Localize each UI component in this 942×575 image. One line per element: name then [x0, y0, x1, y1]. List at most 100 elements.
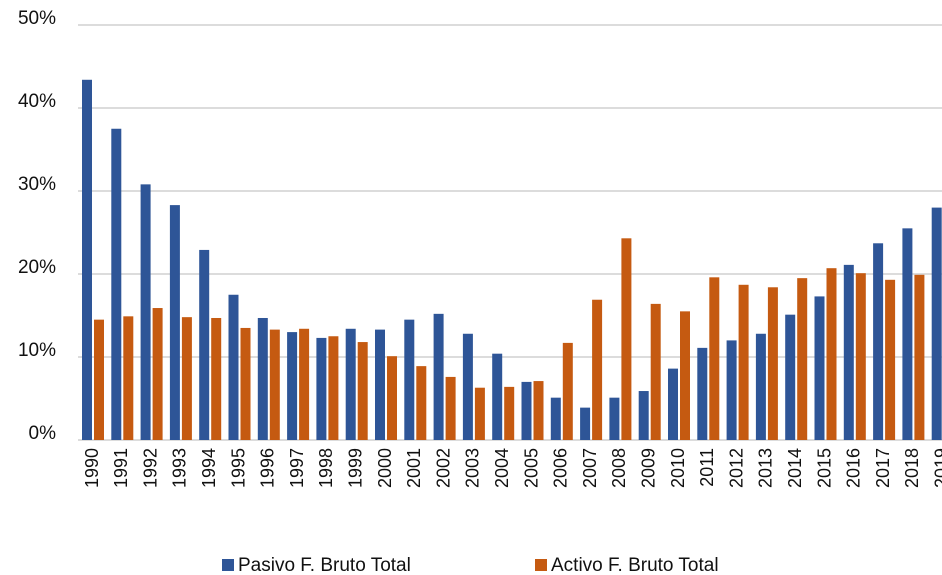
x-tick-label: 2018 [902, 448, 922, 488]
x-tick-label: 2010 [668, 448, 688, 488]
bar [521, 381, 532, 440]
bar [767, 287, 778, 440]
x-tick-label: 2004 [492, 448, 512, 488]
bar [931, 207, 942, 440]
x-tick-label: 1998 [316, 448, 336, 488]
bar [181, 317, 192, 440]
y-tick-label: 20% [18, 257, 56, 278]
x-tick-label: 1994 [199, 448, 219, 488]
x-tick-label: 1997 [287, 448, 307, 488]
bar [504, 386, 515, 440]
x-tick-label: 1991 [111, 448, 131, 488]
bar [240, 327, 251, 440]
y-tick-label: 30% [18, 174, 56, 195]
bar [345, 328, 356, 440]
bar [826, 268, 837, 440]
x-tick-label: 1999 [345, 448, 365, 488]
y-tick-label: 40% [18, 91, 56, 112]
bar [885, 279, 896, 440]
bar [550, 397, 561, 440]
bar [169, 205, 180, 440]
bar [287, 332, 298, 440]
legend-swatch [222, 559, 234, 571]
bar [755, 333, 766, 440]
x-tick-label: 2002 [433, 448, 453, 488]
bar [404, 319, 415, 440]
bar [697, 347, 708, 440]
bar [82, 79, 92, 440]
bar [726, 340, 737, 440]
bar [228, 294, 239, 440]
bar [709, 277, 720, 440]
x-tick-label: 2007 [580, 448, 600, 488]
bar [387, 356, 397, 440]
bar [668, 368, 678, 440]
bar [738, 284, 749, 440]
y-tick-label: 50% [18, 8, 56, 29]
bar [462, 333, 473, 440]
x-tick-label: 2014 [785, 448, 805, 488]
x-tick-label: 2008 [609, 448, 629, 488]
bar [269, 329, 280, 440]
x-tick-label: 2009 [638, 448, 658, 488]
bar [843, 264, 854, 440]
bar [621, 238, 632, 440]
bar [152, 308, 163, 440]
bar [433, 313, 444, 440]
x-tick-label: 1992 [140, 448, 160, 488]
bar [785, 314, 796, 440]
x-tick-label: 2000 [375, 448, 395, 488]
y-tick-label: 0% [29, 423, 57, 444]
x-tick-label: 1990 [82, 448, 102, 488]
bar [638, 391, 649, 440]
bar [316, 337, 327, 440]
bar [873, 243, 884, 440]
x-tick-label: 2015 [814, 448, 834, 488]
x-tick-label: 2013 [756, 448, 776, 488]
bar [592, 299, 603, 440]
legend-label: Activo F. Bruto Total [551, 555, 719, 575]
x-tick-label: 2003 [463, 448, 483, 488]
y-tick-label: 10% [18, 340, 56, 361]
x-tick-label: 2006 [551, 448, 571, 488]
x-tick-label: 1993 [170, 448, 190, 488]
bar [474, 387, 485, 440]
bar [609, 397, 620, 440]
bar [492, 353, 503, 440]
bar [797, 278, 808, 440]
bar [211, 317, 222, 440]
bar [580, 407, 591, 440]
x-tick-label: 2005 [521, 448, 541, 488]
bar [199, 249, 210, 440]
bar [123, 316, 134, 440]
x-tick-label: 2011 [697, 448, 717, 487]
legend-label: Pasivo F. Bruto Total [238, 555, 411, 575]
x-tick-label: 2016 [844, 448, 864, 488]
bar [94, 319, 104, 440]
bar [140, 184, 151, 440]
bar [650, 303, 661, 440]
bar [562, 342, 573, 440]
bar [533, 381, 544, 440]
x-tick-label: 2017 [873, 448, 893, 488]
bar [855, 273, 866, 440]
bar [328, 336, 339, 440]
bar [902, 228, 913, 440]
x-tick-label: 2001 [404, 448, 424, 488]
bar [357, 342, 368, 440]
bar [445, 376, 456, 440]
bar [111, 128, 122, 440]
x-tick-label: 2012 [726, 448, 746, 488]
bar [914, 274, 925, 440]
bar [299, 328, 310, 440]
bar [375, 329, 385, 440]
bar [416, 366, 427, 440]
bar [680, 311, 690, 440]
bar [257, 317, 268, 440]
x-tick-label: 2019 [931, 448, 942, 488]
bar [814, 296, 825, 440]
x-tick-label: 1996 [258, 448, 278, 488]
legend-swatch [535, 559, 547, 571]
